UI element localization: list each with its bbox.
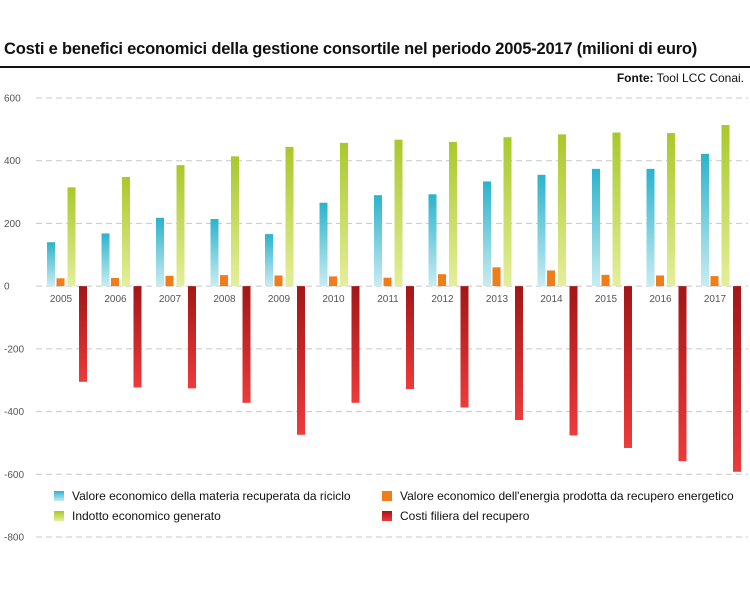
x-tick-label: 2007	[159, 294, 182, 305]
x-axis: 2005 2006 2007 2008 2009 2010 2011 2012 2013 2014…	[50, 294, 727, 305]
source-text: Tool LCC Conai.	[656, 71, 744, 85]
bar-indotto	[176, 165, 185, 287]
bar-materia	[483, 181, 491, 287]
legend-item: Indotto economico generato	[54, 509, 221, 523]
legend-swatch	[382, 511, 392, 521]
bar-costi	[733, 286, 741, 472]
bar-energia	[220, 275, 228, 287]
x-tick-label: 2013	[486, 294, 509, 305]
title-divider	[0, 66, 750, 68]
bar-energia	[274, 275, 283, 287]
bar-indotto	[122, 177, 130, 287]
x-tick-label: 2009	[268, 294, 291, 305]
x-tick-label: 2005	[50, 294, 73, 305]
x-tick-label: 2011	[377, 294, 399, 305]
bar-materia	[47, 242, 55, 287]
bar-indotto	[558, 134, 566, 287]
legend-item: Costi filiera del recupero	[382, 509, 529, 523]
legend-label: Indotto economico generato	[72, 509, 221, 523]
bar-materia	[428, 194, 437, 287]
y-tick-label: 200	[4, 219, 21, 230]
source-note: Fonte: Tool LCC Conai.	[617, 71, 744, 85]
x-tick-label: 2010	[322, 294, 345, 305]
legend-swatch	[54, 491, 64, 501]
bar-materia	[537, 174, 546, 287]
bar-energia	[656, 275, 664, 287]
bar-costi	[624, 286, 632, 448]
bar-energia	[165, 275, 174, 287]
bar-costi	[515, 286, 523, 421]
legend-label: Valore economico dell'energia prodotta d…	[400, 489, 734, 503]
bar-costi	[569, 286, 578, 436]
bar-energia	[601, 274, 610, 287]
y-tick-label: 0	[4, 282, 10, 293]
bar-materia	[701, 153, 709, 287]
x-tick-label: 2014	[540, 294, 563, 305]
bar-indotto	[503, 137, 512, 287]
bar-indotto	[340, 142, 348, 287]
x-tick-label: 2008	[213, 294, 236, 305]
bar-indotto	[612, 132, 621, 287]
x-tick-label: 2006	[104, 294, 127, 305]
bar-materia	[374, 195, 382, 287]
gridlines	[36, 97, 748, 538]
y-axis: 600 400 200 0 -200 -400 -600 -800	[4, 94, 24, 544]
source-label: Fonte:	[616, 71, 654, 85]
bar-costi	[133, 286, 142, 388]
bar-costi	[242, 286, 251, 403]
y-tick-label: -600	[4, 470, 24, 481]
y-tick-label: -800	[4, 533, 24, 544]
bar-energia	[547, 270, 555, 287]
bar-indotto	[449, 141, 457, 287]
bar-materia	[646, 168, 655, 287]
bar-energia	[383, 277, 392, 287]
bar-materia	[210, 219, 219, 287]
y-tick-label: -200	[4, 344, 24, 355]
bar-energia	[329, 276, 337, 287]
bar-materia	[265, 234, 273, 287]
legend-item: Valore economico della materia recuperat…	[54, 489, 351, 503]
bar-energia	[492, 267, 501, 287]
chart-title: Costi e benefici economici della gestion…	[4, 40, 698, 58]
x-tick-label: 2016	[649, 294, 672, 305]
bar-energia	[438, 274, 446, 287]
y-tick-label: 600	[4, 94, 21, 105]
legend-swatch	[382, 491, 392, 501]
bar-costi	[406, 286, 414, 389]
bar-materia	[592, 168, 600, 287]
bar-materia	[319, 202, 328, 287]
bar-energia	[710, 276, 719, 287]
bar-indotto	[231, 156, 239, 287]
bar-costi	[79, 286, 87, 382]
bar-costi	[297, 286, 305, 435]
bar-indotto	[667, 133, 675, 287]
y-tick-label: -400	[4, 407, 24, 418]
bars	[47, 124, 741, 472]
legend-label: Costi filiera del recupero	[400, 509, 530, 523]
bar-costi	[188, 286, 196, 389]
x-tick-label: 2012	[431, 294, 454, 305]
bar-materia	[101, 233, 110, 287]
bar-costi	[460, 286, 469, 408]
x-tick-label: 2015	[595, 294, 618, 305]
bar-materia	[156, 217, 164, 287]
y-tick-label: 400	[4, 156, 21, 167]
bar-costi	[678, 286, 687, 462]
bar-energia	[111, 277, 119, 287]
legend-label: Valore economico della materia recuperat…	[72, 489, 351, 503]
bar-costi	[351, 286, 360, 403]
legend-swatch	[54, 511, 64, 521]
legend-item: Valore economico dell'energia prodotta d…	[382, 489, 734, 503]
bar-indotto	[394, 139, 403, 287]
x-tick-label: 2017	[704, 294, 727, 305]
bar-indotto	[285, 146, 294, 287]
bar-indotto	[721, 124, 730, 287]
bar-energia	[56, 278, 65, 287]
bar-indotto	[67, 187, 76, 287]
